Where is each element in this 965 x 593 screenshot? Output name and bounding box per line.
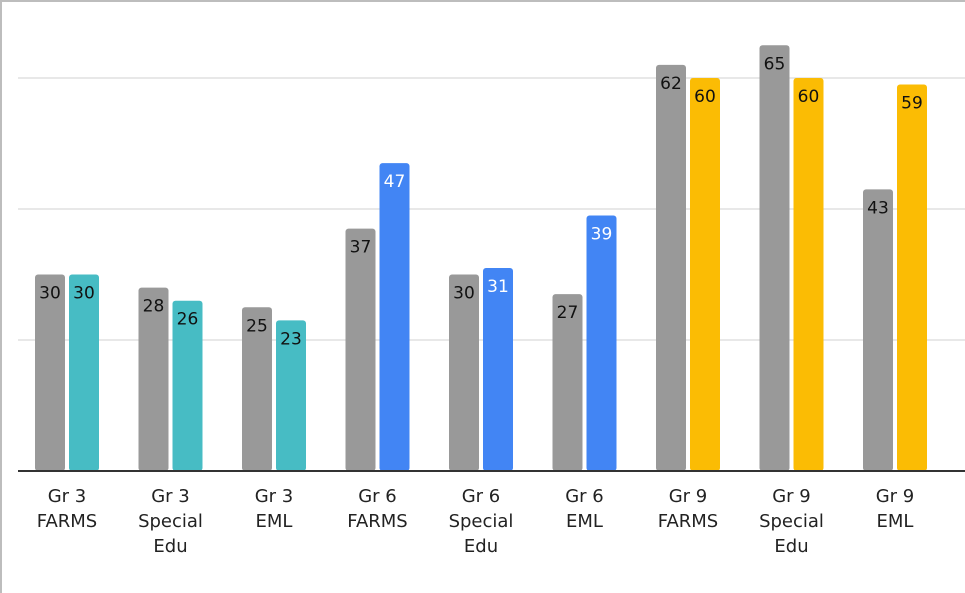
category-tick-label: Gr 9 Special Edu — [759, 486, 824, 557]
bar — [759, 45, 790, 471]
data-label: 62 — [660, 74, 682, 94]
data-label: 25 — [246, 316, 268, 336]
bar — [690, 78, 720, 471]
data-label: 30 — [453, 284, 475, 304]
category-labels: Gr 3 FARMS Gr 3 Special Edu Gr 3 EML Gr 6 FARMS G… — [37, 486, 915, 557]
data-label: 23 — [280, 329, 302, 349]
bar — [483, 267, 513, 471]
category-tick-label: Gr 9 FARMS — [658, 486, 718, 532]
data-label: 31 — [487, 277, 509, 297]
bar — [552, 294, 583, 471]
bar — [345, 228, 376, 471]
bar — [863, 189, 893, 471]
data-label: 26 — [177, 310, 199, 330]
data-label: 28 — [143, 297, 165, 317]
data-label: 65 — [764, 54, 786, 74]
bar — [793, 78, 824, 471]
bar — [242, 307, 272, 471]
bar — [69, 274, 99, 471]
data-label: 60 — [694, 87, 716, 107]
bar — [897, 84, 927, 472]
bar-series: 30 30 28 26 25 23 37 47 30 31 27 39 62 60 65 60 43 59 — [35, 45, 927, 472]
category-tick-label: Gr 3 EML — [255, 486, 294, 532]
data-label: 27 — [557, 303, 579, 323]
category-tick-label: Gr 3 FARMS — [37, 486, 97, 532]
bar — [586, 215, 617, 471]
category-tick-label: Gr 6 FARMS — [347, 486, 407, 532]
data-label: 39 — [591, 225, 613, 245]
bar — [138, 287, 169, 471]
data-label: 59 — [901, 94, 923, 114]
category-tick-label: Gr 6 Special Edu — [449, 486, 514, 557]
category-tick-label: Gr 6 EML — [565, 486, 604, 532]
data-label: 30 — [73, 284, 95, 304]
category-tick-label: Gr 9 EML — [876, 486, 915, 532]
data-label: 37 — [350, 238, 372, 258]
bar — [656, 64, 686, 472]
data-label: 47 — [384, 172, 406, 192]
bar — [379, 163, 410, 471]
data-label: 30 — [39, 284, 61, 304]
data-label: 43 — [867, 198, 889, 218]
bar — [172, 300, 203, 471]
bar — [276, 320, 306, 471]
bar — [35, 274, 65, 471]
category-tick-label: Gr 3 Special Edu — [138, 486, 203, 557]
bar — [449, 274, 479, 471]
data-label: 60 — [798, 87, 820, 107]
